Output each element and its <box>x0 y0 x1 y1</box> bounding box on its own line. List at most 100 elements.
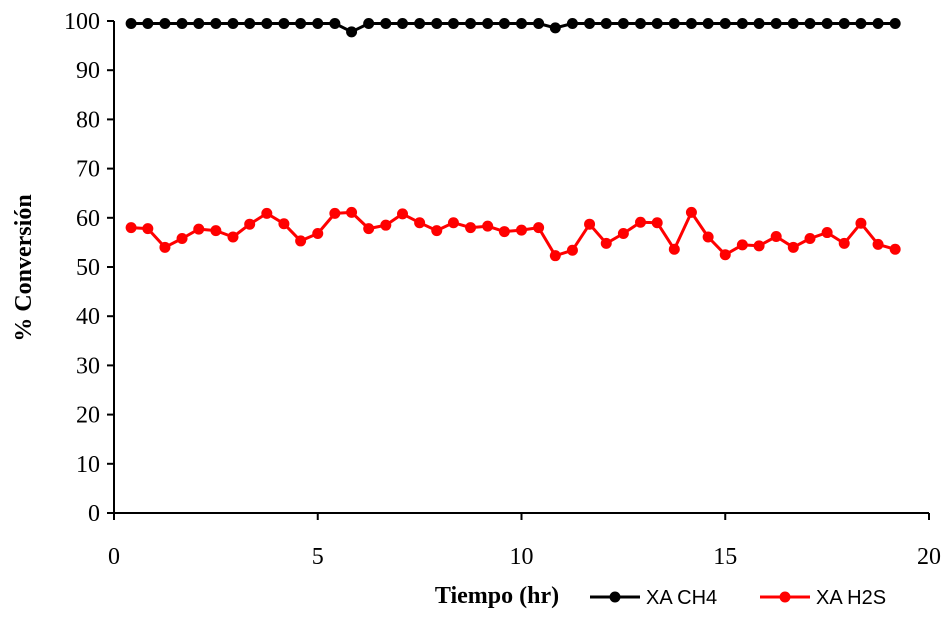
data-point-xa-ch4 <box>549 22 561 34</box>
data-point-xa-h2s <box>397 208 409 220</box>
data-point-xa-ch4 <box>770 17 782 29</box>
data-point-xa-ch4 <box>838 17 850 29</box>
data-point-xa-h2s <box>685 206 697 218</box>
y-tick-label: 10 <box>76 452 100 478</box>
data-point-xa-ch4 <box>685 17 697 29</box>
data-point-xa-ch4 <box>142 17 154 29</box>
x-tick-label: 5 <box>312 544 324 570</box>
data-point-xa-ch4 <box>872 17 884 29</box>
y-tick-label: 0 <box>88 501 100 527</box>
data-point-xa-h2s <box>346 206 358 218</box>
data-point-xa-h2s <box>804 232 816 244</box>
y-tick-label: 80 <box>76 107 100 133</box>
series-line-xa-h2s <box>131 210 896 258</box>
data-point-xa-ch4 <box>719 17 731 29</box>
data-point-xa-ch4 <box>295 17 307 29</box>
data-point-xa-h2s <box>210 225 222 237</box>
data-point-xa-ch4 <box>651 17 663 29</box>
data-point-xa-h2s <box>566 244 578 256</box>
data-point-xa-ch4 <box>312 17 324 29</box>
data-point-xa-ch4 <box>821 17 833 29</box>
y-tick-label: 50 <box>76 255 100 281</box>
data-point-xa-ch4 <box>498 17 510 29</box>
data-point-xa-h2s <box>295 235 307 247</box>
series-line-xa-ch4 <box>131 22 896 34</box>
y-tick-label: 30 <box>76 353 100 379</box>
data-point-xa-h2s <box>549 250 561 262</box>
data-point-xa-ch4 <box>278 17 290 29</box>
data-point-xa-ch4 <box>210 17 222 29</box>
data-point-xa-ch4 <box>244 17 256 29</box>
data-point-xa-ch4 <box>753 17 765 29</box>
data-point-xa-h2s <box>651 217 663 229</box>
y-tick-label: 90 <box>76 58 100 84</box>
data-point-xa-ch4 <box>125 17 137 29</box>
data-point-xa-ch4 <box>465 17 477 29</box>
data-point-xa-ch4 <box>617 17 629 29</box>
data-point-xa-h2s <box>329 207 341 219</box>
data-point-xa-ch4 <box>787 17 799 29</box>
data-point-xa-ch4 <box>397 17 409 29</box>
data-point-xa-h2s <box>447 217 459 229</box>
data-point-xa-ch4 <box>447 17 459 29</box>
x-axis-title: Tiempo (hr) <box>435 583 559 609</box>
y-tick-label: 20 <box>76 403 100 429</box>
data-point-xa-h2s <box>838 237 850 249</box>
data-point-xa-h2s <box>414 217 426 229</box>
x-tick-label: 20 <box>917 544 941 570</box>
data-point-xa-h2s <box>125 222 137 234</box>
y-tick-label: 70 <box>76 157 100 183</box>
series-xa-ch4 <box>125 17 901 38</box>
data-point-xa-ch4 <box>736 17 748 29</box>
data-point-xa-ch4 <box>261 17 273 29</box>
x-tick-label: 0 <box>108 544 120 570</box>
data-point-xa-h2s <box>516 224 527 236</box>
data-point-xa-h2s <box>702 231 714 243</box>
data-point-xa-ch4 <box>159 17 171 29</box>
data-point-xa-h2s <box>787 241 799 253</box>
y-tick-label: 60 <box>76 206 100 232</box>
data-point-xa-h2s <box>736 239 748 251</box>
data-point-xa-ch4 <box>193 17 205 29</box>
data-point-xa-ch4 <box>855 17 867 29</box>
legend-label: XA H2S <box>816 587 886 609</box>
data-point-xa-ch4 <box>668 17 680 29</box>
data-point-xa-h2s <box>431 225 443 237</box>
data-point-xa-h2s <box>261 207 273 219</box>
data-point-xa-h2s <box>227 231 239 243</box>
legend-swatch-marker <box>609 591 621 603</box>
x-tick-label: 10 <box>510 544 534 570</box>
data-point-xa-h2s <box>244 218 256 230</box>
data-point-xa-ch4 <box>431 17 443 29</box>
data-point-xa-ch4 <box>329 17 341 29</box>
data-point-xa-ch4 <box>889 17 901 29</box>
y-ticks: 0 10 20 30 40 50 60 70 80 90 100 <box>64 9 114 527</box>
data-point-xa-ch4 <box>380 17 392 29</box>
data-point-xa-h2s <box>600 237 612 249</box>
data-point-xa-h2s <box>634 216 646 228</box>
data-point-xa-h2s <box>176 232 188 244</box>
data-point-xa-h2s <box>482 220 494 232</box>
data-point-xa-h2s <box>855 217 867 229</box>
data-point-xa-h2s <box>719 249 731 261</box>
data-point-xa-h2s <box>770 230 782 242</box>
data-point-xa-h2s <box>142 223 154 235</box>
data-point-xa-h2s <box>533 222 545 234</box>
data-point-xa-ch4 <box>414 17 426 29</box>
data-point-xa-h2s <box>312 228 324 240</box>
data-point-xa-ch4 <box>516 17 527 29</box>
data-point-xa-h2s <box>278 218 290 230</box>
series-xa-h2s <box>125 206 901 262</box>
data-point-xa-ch4 <box>600 17 612 29</box>
data-point-xa-ch4 <box>346 26 358 38</box>
data-point-xa-ch4 <box>566 17 578 29</box>
data-point-xa-h2s <box>584 218 596 230</box>
legend-item-xa-ch4: XA CH4 <box>590 587 717 609</box>
data-point-xa-h2s <box>668 243 680 255</box>
data-point-xa-ch4 <box>176 17 188 29</box>
data-point-xa-h2s <box>193 223 205 235</box>
legend-item-xa-h2s: XA H2S <box>760 587 886 609</box>
data-point-xa-h2s <box>465 222 477 234</box>
data-point-xa-h2s <box>363 223 375 235</box>
